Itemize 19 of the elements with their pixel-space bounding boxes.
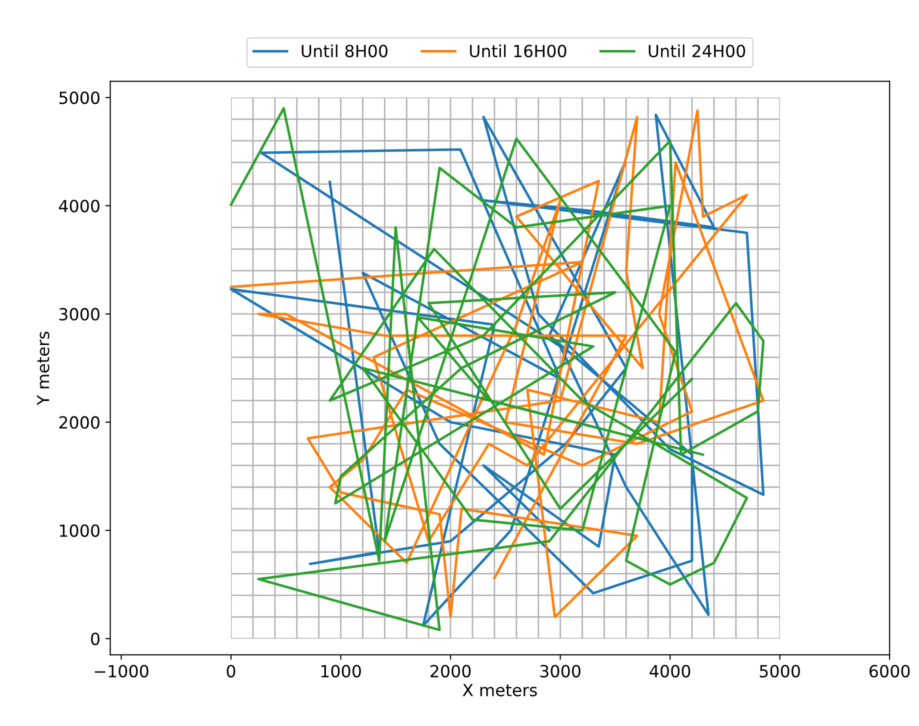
legend-label: Until 16H00 bbox=[470, 44, 566, 58]
x-tick-label: 5000 bbox=[760, 664, 800, 678]
y-tick-label: 4000 bbox=[58, 200, 100, 212]
x-tick-label: −1000 bbox=[94, 664, 148, 678]
y-axis-title: Y meters bbox=[36, 332, 50, 406]
y-tick-label: 2000 bbox=[59, 416, 100, 429]
x-tick-label: 0 bbox=[226, 664, 236, 678]
y-tick-label: 1000 bbox=[60, 524, 100, 537]
y-tick-label: 0 bbox=[91, 632, 100, 646]
legend-label: Until 24H00 bbox=[648, 44, 746, 58]
x-tick-label: 1000 bbox=[321, 664, 361, 678]
y-tick-label: 3000 bbox=[59, 308, 100, 321]
y-tick-label: 5000 bbox=[59, 92, 100, 104]
x-tick-label: 2000 bbox=[430, 664, 471, 678]
x-tick-label: 6000 bbox=[870, 664, 910, 678]
x-tick-label: 4000 bbox=[650, 664, 690, 678]
legend-label: Until 8H00 bbox=[302, 44, 388, 58]
x-axis-title: X meters bbox=[462, 684, 537, 696]
x-tick-label: 3000 bbox=[540, 664, 580, 678]
